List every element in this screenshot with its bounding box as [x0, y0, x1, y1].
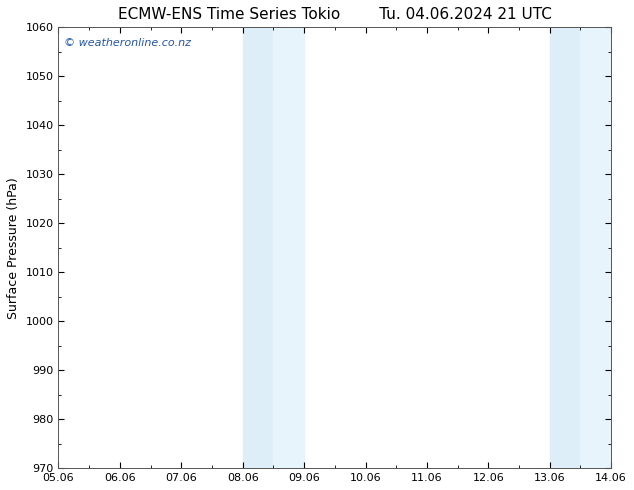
- Text: © weatheronline.co.nz: © weatheronline.co.nz: [64, 38, 191, 49]
- Title: ECMW-ENS Time Series Tokio        Tu. 04.06.2024 21 UTC: ECMW-ENS Time Series Tokio Tu. 04.06.202…: [118, 7, 552, 22]
- Bar: [243, 27, 273, 468]
- Bar: [273, 27, 304, 468]
- Bar: [581, 27, 611, 468]
- Y-axis label: Surface Pressure (hPa): Surface Pressure (hPa): [7, 177, 20, 318]
- Bar: [550, 27, 581, 468]
